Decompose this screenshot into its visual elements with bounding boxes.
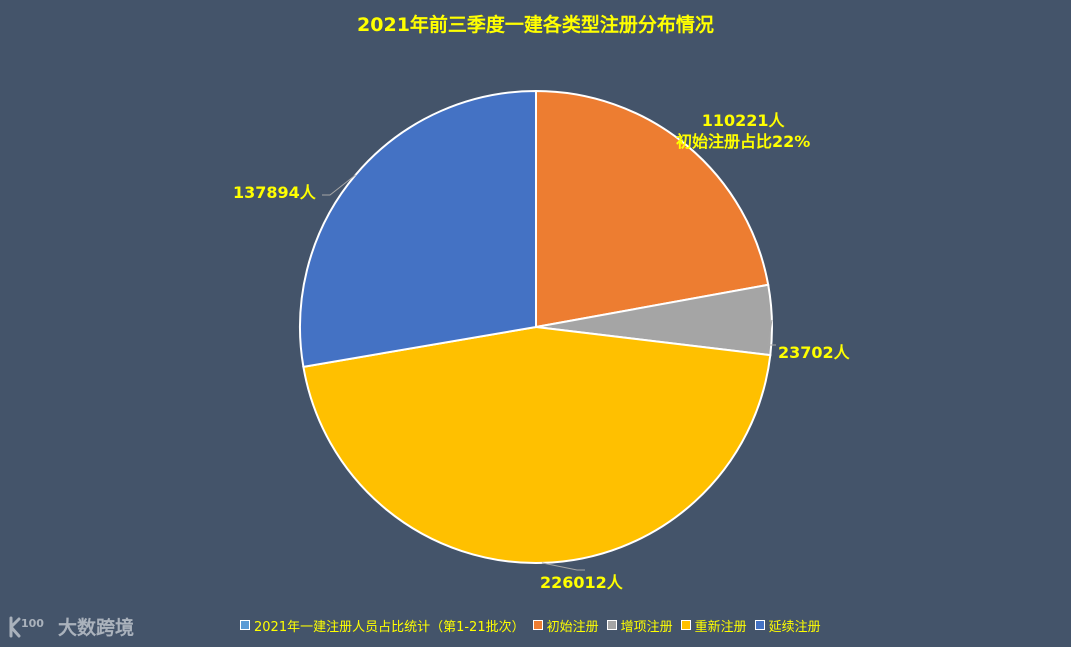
legend-swatch xyxy=(606,620,617,630)
watermark-text: 大数跨境 xyxy=(58,617,135,639)
leader-lines xyxy=(322,174,776,571)
watermark-logo-icon: 100 xyxy=(9,616,44,637)
svg-text:100: 100 xyxy=(21,617,44,630)
legend-label: 延续注册 xyxy=(768,619,821,635)
data-label-initial-share: 初始注册占比22% xyxy=(676,132,811,151)
leader-line-renewal xyxy=(322,174,356,196)
legend-label: 重新注册 xyxy=(694,619,747,635)
legend-label: 增项注册 xyxy=(620,619,673,635)
pie-slice-renewal xyxy=(299,89,537,368)
leader-line-added xyxy=(767,319,776,346)
legend-swatch xyxy=(240,620,250,630)
data-label-renewal: 137894人 xyxy=(233,182,316,203)
data-label-added: 23702人 xyxy=(778,342,850,363)
legend: 2021年一建注册人员占比统计（第1-21批次） 初始注册 增项注册 重新注册 … xyxy=(240,616,821,635)
leader-line-reregister xyxy=(541,562,585,571)
legend-item-statistics: 2021年一建注册人员占比统计（第1-21批次） xyxy=(240,616,525,635)
legend-item-initial: 初始注册 xyxy=(532,616,599,635)
data-label-added-value: 23702人 xyxy=(778,343,850,362)
legend-item-renewal: 延续注册 xyxy=(754,616,821,635)
pie-slice-reregister xyxy=(302,325,772,564)
data-label-reregister-value: 226012人 xyxy=(540,573,623,592)
data-label-initial: 110221人 初始注册占比22% xyxy=(676,110,810,152)
legend-item-reregister: 重新注册 xyxy=(680,616,747,635)
legend-swatch xyxy=(532,620,543,630)
legend-swatch xyxy=(680,620,691,630)
legend-item-added: 增项注册 xyxy=(606,616,673,635)
legend-label: 2021年一建注册人员占比统计（第1-21批次） xyxy=(254,619,525,635)
legend-label: 初始注册 xyxy=(546,619,599,635)
legend-swatch xyxy=(754,620,765,630)
pie-slices xyxy=(299,89,773,564)
pie-slice-initial xyxy=(535,89,770,329)
data-label-reregister: 226012人 xyxy=(540,572,623,593)
data-label-renewal-value: 137894人 xyxy=(233,183,316,202)
chart-title: 2021年前三季度一建各类型注册分布情况 xyxy=(357,14,714,36)
watermark: 100 大数跨境 xyxy=(8,613,134,640)
data-label-initial-value: 110221人 xyxy=(701,111,785,130)
